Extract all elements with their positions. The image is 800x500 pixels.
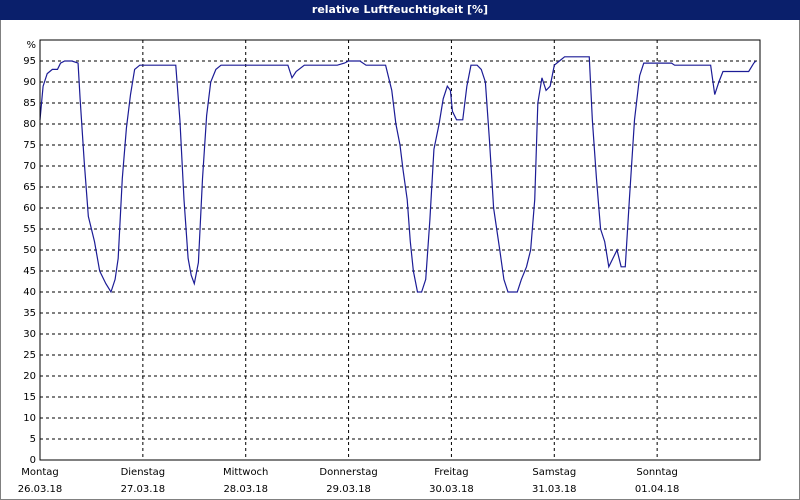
y-tick-label: 0 xyxy=(30,455,36,466)
x-tick-weekday: Mittwoch xyxy=(223,467,268,478)
y-tick-label: 90 xyxy=(23,77,36,88)
x-tick-label: 31.03.18 xyxy=(532,484,577,495)
title-bar xyxy=(0,0,800,20)
y-tick-label: 65 xyxy=(23,182,36,193)
data-line xyxy=(39,56,757,294)
x-tick-label: 26.03.18 xyxy=(18,484,63,495)
x-tick-label: 30.03.18 xyxy=(429,484,474,495)
y-tick-label: 15 xyxy=(23,392,36,403)
y-tick-label: 20 xyxy=(23,371,36,382)
y-tick-label: 5 xyxy=(30,434,36,445)
y-tick-label: 80 xyxy=(23,119,36,130)
y-tick-label: 10 xyxy=(23,413,36,424)
y-tick-label: 60 xyxy=(23,203,36,214)
y-tick-label: 50 xyxy=(23,245,36,256)
y-tick-label: 55 xyxy=(23,224,36,235)
y-tick-label: 70 xyxy=(23,161,36,172)
y-tick-label: 95 xyxy=(23,56,36,67)
x-tick-weekday: Sonntag xyxy=(636,467,678,478)
x-tick-label: 28.03.18 xyxy=(223,484,268,495)
x-tick-label: 27.03.18 xyxy=(121,484,166,495)
x-tick-weekday: Samstag xyxy=(532,467,576,478)
x-tick-weekday: Freitag xyxy=(434,467,468,478)
y-tick-label: 45 xyxy=(23,266,36,277)
plot-border xyxy=(39,39,761,461)
y-tick-label: 75 xyxy=(23,140,36,151)
y-axis-label: % xyxy=(26,40,36,51)
y-tick-label: 25 xyxy=(23,350,36,361)
y-tick-label: 30 xyxy=(23,329,36,340)
y-tick-label: 35 xyxy=(23,308,36,319)
x-tick-weekday: Donnerstag xyxy=(319,467,377,478)
y-tick-label: 40 xyxy=(23,287,36,298)
x-tick-label: 29.03.18 xyxy=(326,484,371,495)
x-tick-weekday: Montag xyxy=(21,467,58,478)
x-tick-label: 01.04.18 xyxy=(635,484,680,495)
chart-title: relative Luftfeuchtigkeit [%] xyxy=(312,3,488,16)
x-tick-weekday: Dienstag xyxy=(121,467,166,478)
y-tick-label: 85 xyxy=(23,98,36,109)
